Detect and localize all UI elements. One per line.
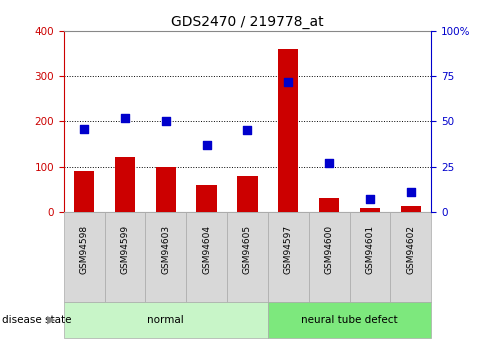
Bar [74,171,94,212]
Text: GSM94601: GSM94601 [366,225,374,274]
Text: GSM94605: GSM94605 [243,225,252,274]
Bar [309,212,349,302]
Text: GSM94597: GSM94597 [284,225,293,274]
Text: ▶: ▶ [47,315,56,325]
Point [80,126,88,131]
Point [284,79,292,85]
Bar [391,212,431,302]
Bar [104,212,146,302]
Text: normal: normal [147,315,184,325]
Bar [349,212,391,302]
Bar [268,302,431,338]
Point [121,115,129,120]
Bar [115,157,135,212]
Bar [196,185,217,212]
Bar [64,212,104,302]
Text: disease state: disease state [2,315,72,325]
Text: GSM94604: GSM94604 [202,225,211,274]
Bar [146,212,186,302]
Point [162,119,170,124]
Title: GDS2470 / 219778_at: GDS2470 / 219778_at [171,14,324,29]
Bar [227,212,268,302]
Point [407,189,415,195]
Bar [268,212,309,302]
Text: GSM94603: GSM94603 [161,225,171,274]
Point [203,142,211,148]
Bar [401,206,421,212]
Point [244,128,251,133]
Bar [319,198,339,212]
Bar [360,208,380,212]
Point [325,160,333,166]
Text: neural tube defect: neural tube defect [301,315,398,325]
Bar [64,302,268,338]
Text: GSM94599: GSM94599 [121,225,129,274]
Text: GSM94598: GSM94598 [79,225,89,274]
Text: GSM94600: GSM94600 [324,225,334,274]
Text: GSM94602: GSM94602 [406,225,416,274]
Bar [186,212,227,302]
Bar [156,167,176,212]
Point [366,196,374,202]
Bar [237,176,258,212]
Bar [278,49,298,212]
